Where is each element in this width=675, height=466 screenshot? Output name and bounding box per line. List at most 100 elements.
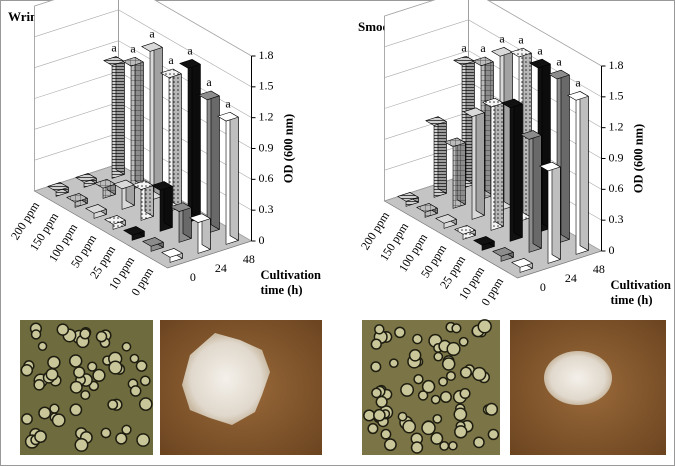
y-tick-label: 1.5 <box>609 89 624 103</box>
bar-top <box>123 226 145 236</box>
cell <box>139 375 151 387</box>
cell <box>49 403 60 414</box>
bar-top <box>170 202 192 212</box>
bar <box>104 215 126 230</box>
bar-top <box>189 213 211 223</box>
bar-top <box>454 225 476 235</box>
x-axis-title: Cultivation <box>611 278 671 292</box>
bar-side-shade <box>115 56 125 175</box>
cell <box>73 366 86 379</box>
bar-top <box>160 68 182 79</box>
cell <box>370 361 382 373</box>
cell <box>107 399 119 411</box>
cell <box>370 338 382 350</box>
y-tick-label: 1.2 <box>259 109 274 123</box>
cell <box>459 366 472 379</box>
bar-top <box>548 69 570 80</box>
cell <box>445 370 456 381</box>
cell <box>430 432 444 445</box>
cell <box>458 336 469 347</box>
cell <box>473 436 485 449</box>
bar <box>151 181 173 232</box>
bar-top <box>217 111 239 122</box>
cell <box>388 358 399 369</box>
cell <box>410 441 424 454</box>
cell <box>121 424 132 435</box>
bar <box>75 173 97 188</box>
significance-label: a <box>499 32 505 46</box>
cell <box>115 432 128 445</box>
cell <box>30 329 42 340</box>
cell <box>138 397 153 411</box>
x-tick-label: 0 <box>540 280 546 294</box>
bar-top <box>529 58 551 69</box>
cell <box>95 330 108 343</box>
bar-side-shade <box>172 68 182 208</box>
cell <box>56 323 70 336</box>
bar-side-shade <box>513 98 523 238</box>
bar <box>122 56 144 190</box>
cell <box>433 351 444 362</box>
x-axis-title: time (h) <box>261 283 303 297</box>
x-tick-label: 0 <box>190 270 196 284</box>
cell <box>373 408 386 422</box>
bar <box>520 130 542 253</box>
bar-top <box>567 91 589 101</box>
bar <box>492 247 514 262</box>
bar <box>444 137 466 209</box>
cell <box>37 341 48 351</box>
cell <box>69 380 83 394</box>
bar-top <box>444 137 466 148</box>
cell <box>100 427 112 439</box>
bar <box>198 90 220 234</box>
cell <box>45 367 59 381</box>
bar-top <box>198 90 220 101</box>
bar <box>435 214 457 229</box>
significance-label: a <box>187 44 193 58</box>
cell <box>136 433 151 447</box>
y-tick-label: 1.8 <box>609 58 624 72</box>
cell <box>413 374 424 385</box>
bar <box>539 161 561 264</box>
bar-top <box>463 107 485 117</box>
bar-top <box>66 193 88 203</box>
bar-side-shade <box>560 70 570 240</box>
bar-top <box>510 47 532 58</box>
cell <box>34 430 47 443</box>
bar-top <box>75 173 97 183</box>
bar <box>567 91 589 255</box>
cell <box>459 387 471 400</box>
bar-top <box>103 56 125 66</box>
y-tick-label: 0.9 <box>259 140 274 154</box>
bar-side-shade <box>153 42 163 197</box>
grid-line <box>34 9 252 88</box>
y-axis-title: OD (600 nm) <box>281 114 295 183</box>
bar <box>189 213 211 254</box>
bar-top <box>397 192 419 202</box>
bar-side-shade <box>210 90 220 230</box>
bar-top <box>425 116 447 126</box>
bar <box>454 225 476 240</box>
cell <box>438 376 448 387</box>
cell <box>38 406 52 420</box>
cell <box>430 394 441 405</box>
bar-side-shade <box>475 107 485 216</box>
cell <box>79 328 91 340</box>
x-tick-label: 24 <box>565 271 577 285</box>
cell <box>439 390 452 403</box>
bar-top <box>151 181 173 191</box>
bar <box>501 98 523 242</box>
bar-top <box>47 182 69 192</box>
cell <box>421 379 436 394</box>
bar-top <box>104 215 126 225</box>
significance-label: a <box>111 41 117 55</box>
y-tick-label: 0.6 <box>609 181 624 195</box>
cell <box>477 319 492 334</box>
cell <box>80 389 91 401</box>
bar-top <box>416 203 438 213</box>
grid-line <box>34 0 252 57</box>
bar-side-shade <box>182 202 192 239</box>
cell <box>397 411 408 422</box>
cell <box>129 353 140 364</box>
